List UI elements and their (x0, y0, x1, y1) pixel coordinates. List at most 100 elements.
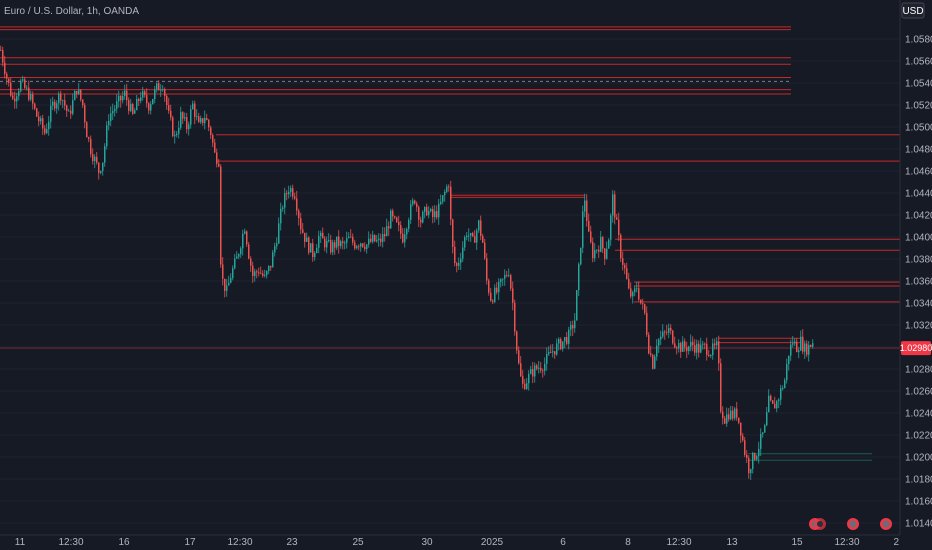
price-axis[interactable]: 1.05800 1.05600 1.05400 1.05200 1.05000 1.048… (899, 0, 932, 535)
candle (588, 213, 590, 233)
candle (510, 273, 512, 292)
candle (52, 96, 54, 110)
y-tick-label: 1.03400 (905, 299, 932, 310)
event-icons[interactable] (809, 518, 892, 530)
event-marker-icon[interactable] (809, 518, 826, 530)
candle (148, 102, 150, 115)
candle (722, 406, 724, 425)
candle (576, 289, 578, 321)
candle (150, 101, 152, 115)
candle (258, 267, 260, 277)
event-marker-icon[interactable] (847, 518, 859, 530)
candle (34, 102, 36, 111)
x-tick-label: 16 (118, 537, 130, 548)
candle (798, 347, 800, 359)
candle (230, 273, 232, 284)
candle (346, 231, 348, 249)
candle (120, 95, 122, 108)
candle (566, 331, 568, 346)
candle (630, 282, 632, 299)
candle (490, 287, 492, 302)
candle (692, 336, 694, 352)
candle (472, 231, 474, 238)
currency-button[interactable]: USD (901, 2, 925, 19)
y-tick-label: 1.01800 (905, 475, 932, 486)
candle (500, 278, 502, 288)
candle (494, 284, 496, 304)
candle (88, 136, 90, 143)
candle (440, 194, 442, 206)
y-tick-label: 1.05400 (905, 79, 932, 90)
event-marker-icon[interactable] (880, 518, 892, 530)
candle (360, 242, 362, 252)
candle (114, 105, 116, 117)
candle (486, 253, 488, 285)
candle (606, 241, 608, 260)
candle (104, 143, 106, 167)
candle (662, 324, 664, 339)
candle (604, 247, 606, 266)
candle (468, 228, 470, 242)
candle (380, 233, 382, 247)
candle (764, 423, 766, 433)
candle (82, 99, 84, 108)
candle (734, 407, 736, 421)
candle (558, 337, 560, 351)
candle (124, 84, 126, 100)
candle (48, 115, 50, 136)
candle (652, 353, 654, 370)
candle (26, 84, 28, 91)
currency-label: USD (902, 6, 923, 17)
candle (444, 189, 446, 202)
candle (514, 299, 516, 336)
candle (538, 361, 540, 374)
time-axis[interactable]: 11 12:30 16 17 12:30 23 25 30 2025 6 8 12:30 13 15 12:… (0, 534, 900, 548)
x-tick-label: 12:30 (834, 537, 859, 548)
x-tick-label: 30 (421, 537, 433, 548)
candle (682, 336, 684, 352)
candle (522, 369, 524, 389)
candle (516, 330, 518, 354)
candle (262, 270, 264, 278)
candle (46, 123, 48, 135)
candle (376, 234, 378, 243)
candle (36, 107, 38, 118)
candle (714, 338, 716, 350)
candle (256, 269, 258, 279)
candle (140, 91, 142, 104)
candle (264, 269, 266, 278)
candle (454, 240, 456, 267)
candle (800, 330, 802, 352)
y-tick-label: 1.02400 (905, 409, 932, 420)
candle (232, 265, 234, 281)
candle (156, 82, 158, 93)
candle (416, 201, 418, 212)
candle (68, 108, 70, 112)
candle (438, 198, 440, 225)
candle (202, 117, 204, 126)
level-lines-layer (0, 26, 900, 461)
candle (236, 251, 238, 259)
candle (214, 138, 216, 154)
candle (766, 407, 768, 427)
candle (760, 428, 762, 456)
candle (658, 337, 660, 353)
candle (434, 205, 436, 223)
candle (142, 86, 144, 101)
y-tick-label: 1.02000 (905, 453, 932, 464)
candle (676, 345, 678, 355)
candle (470, 232, 472, 242)
candle (448, 184, 450, 192)
candle (694, 339, 696, 356)
candle (506, 270, 508, 278)
candle (268, 265, 270, 275)
candle (474, 230, 476, 243)
x-tick-label: 12:30 (58, 537, 83, 548)
y-tick-label: 1.03800 (905, 255, 932, 266)
candle (478, 219, 480, 233)
candle (116, 94, 118, 114)
candle (666, 324, 668, 336)
candle (774, 396, 776, 409)
